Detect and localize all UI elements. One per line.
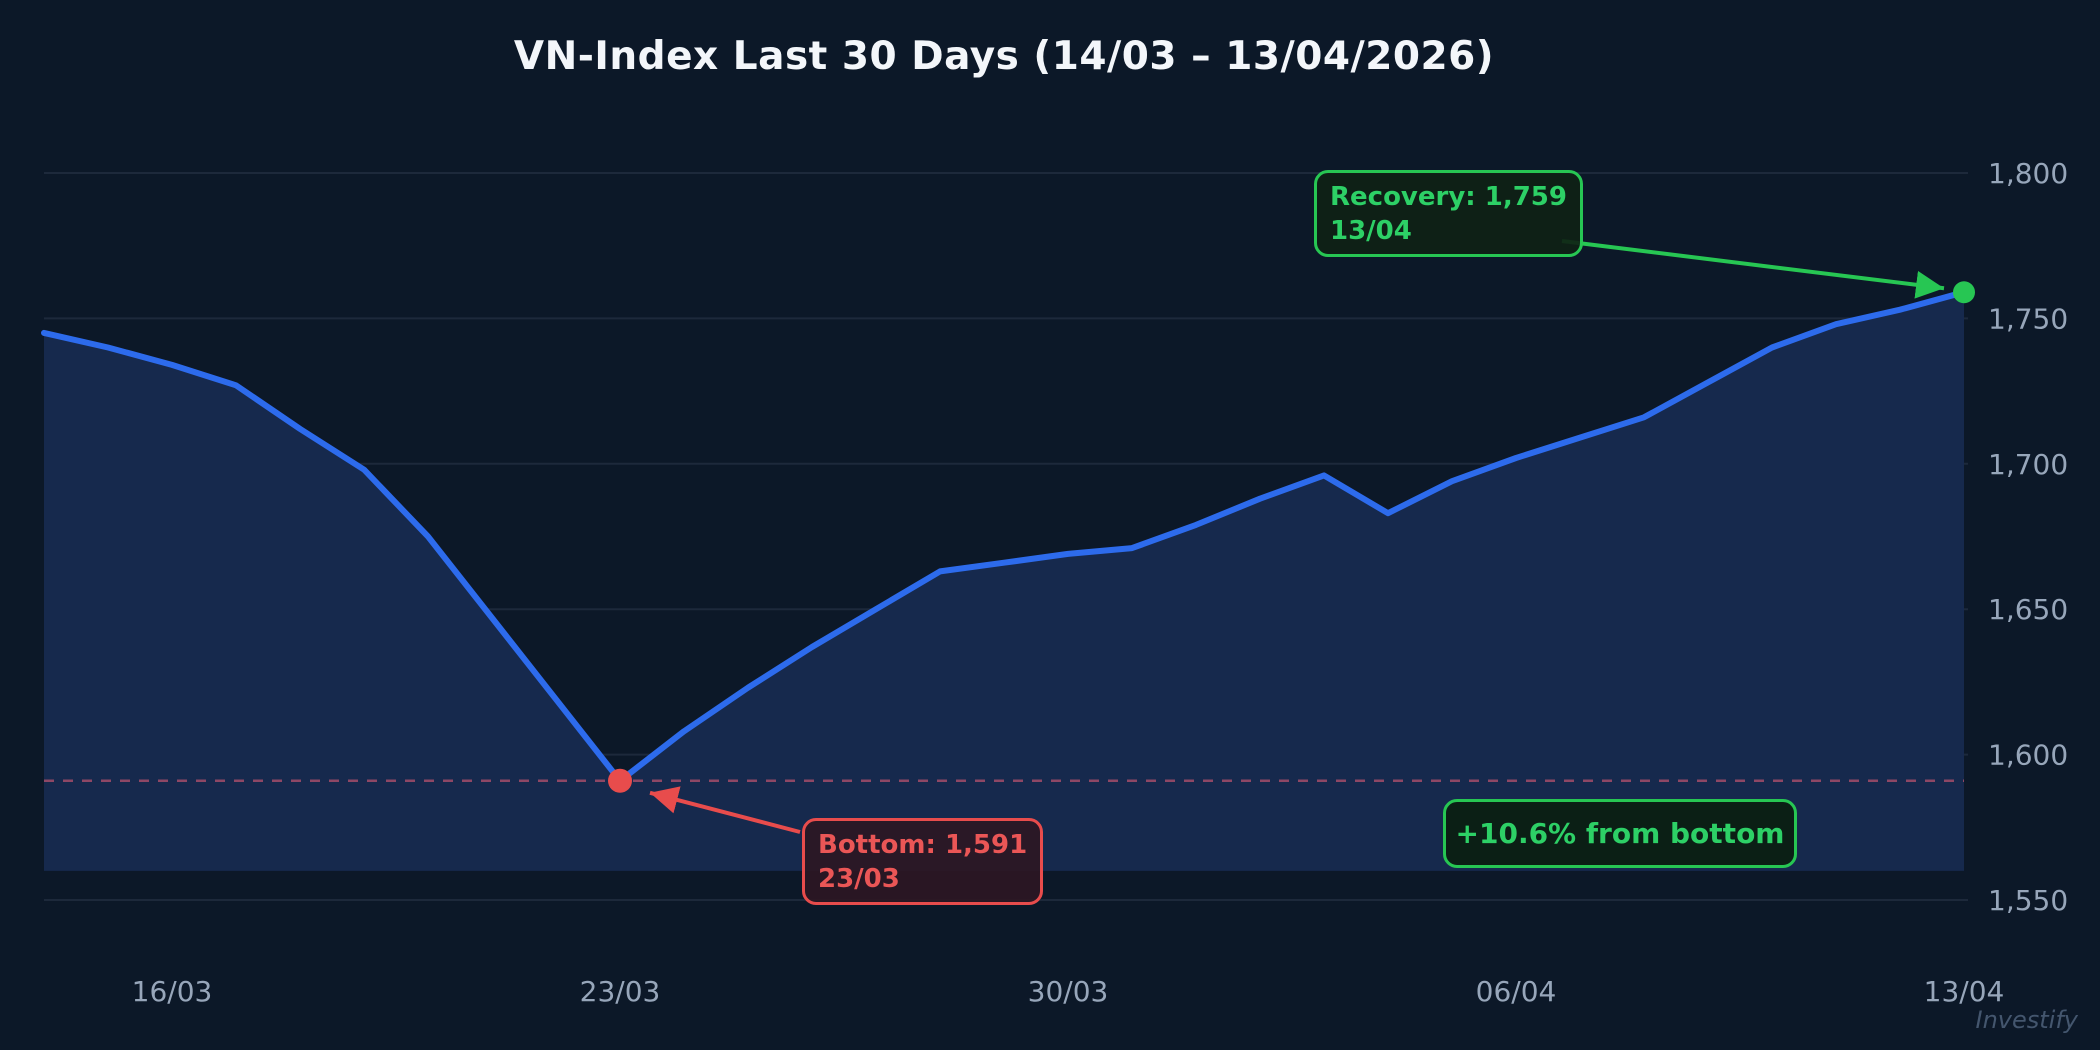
percent-gain-label: +10.6% from bottom: [1455, 817, 1785, 850]
axis-labels: 1,800 1,750 1,700 1,650 1,600 1,550 16/03 23/03…: [132, 157, 2069, 1008]
annotation-arrows: [649, 239, 1945, 834]
bottom-point-marker: [608, 768, 632, 793]
area-fill-layer: [44, 292, 1964, 871]
x-axis-label-23-03: 23/03: [580, 975, 661, 1008]
x-axis-label-30-03: 30/03: [1028, 975, 1109, 1008]
bottom-annotation-arrow: [649, 786, 801, 834]
area-fill: [44, 292, 1964, 871]
percent-gain-badge: +10.6% from bottom: [1443, 799, 1797, 868]
y-axis-label-1600: 1,600: [1988, 739, 2068, 772]
bottom-annotation-box: Bottom: 1,591 23/03: [802, 818, 1044, 905]
y-axis-label-1700: 1,700: [1988, 448, 2068, 481]
recovery-annotation-line2: 13/04: [1330, 216, 1412, 246]
x-axis-label-16-03: 16/03: [132, 975, 213, 1008]
recovery-annotation-box: Recovery: 1,759 13/04: [1314, 170, 1583, 257]
bottom-annotation-line2: 23/03: [818, 864, 900, 894]
price-line-layer: [41, 289, 1967, 784]
price-line: [41, 289, 1967, 784]
y-axis-label-1750: 1,750: [1988, 302, 2068, 335]
recovery-annotation-line1: Recovery: 1,759: [1330, 182, 1567, 212]
point-markers: [608, 281, 1975, 793]
y-axis-label-1550: 1,550: [1988, 884, 2068, 917]
recovery-point-marker: [1953, 281, 1975, 304]
x-axis-label-13-04: 13/04: [1924, 975, 2005, 1008]
chart-title: VN-Index Last 30 Days (14/03 – 13/04/202…: [513, 34, 1495, 79]
x-axis-label-06-04: 06/04: [1476, 975, 1557, 1008]
recovery-annotation-arrow: [1561, 239, 1945, 299]
watermark: Investify: [1975, 1006, 2079, 1034]
y-axis-label-1800: 1,800: [1988, 157, 2068, 190]
y-axis-label-1650: 1,650: [1988, 593, 2068, 626]
bottom-annotation-line1: Bottom: 1,591: [818, 830, 1028, 860]
